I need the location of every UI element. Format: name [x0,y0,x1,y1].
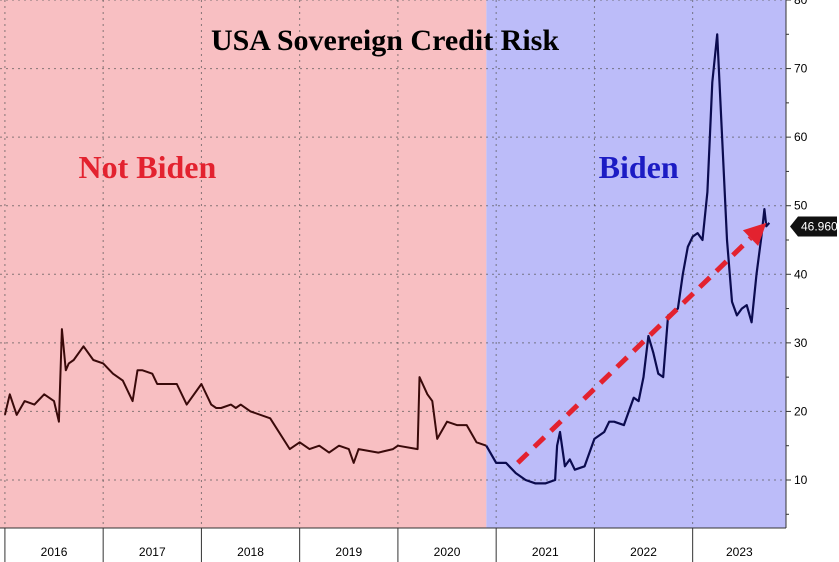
y-axis-band [786,0,839,528]
last-value-tag-bg [790,216,837,237]
x-axis-band [0,528,839,562]
trend-arrow-shaft [516,236,753,465]
y-tick-label: 60 [794,130,808,144]
y-tick-label: 50 [794,199,808,213]
x-axis: 2016 2017 2018 2019 2020 2021 2022 2023 [0,527,786,562]
x-tick-label: 2016 [41,545,68,559]
y-tick-label: 70 [794,62,808,76]
trend-arrow-head [742,222,767,247]
series-line-before [3,328,487,464]
x-tick-label: 2020 [434,545,461,559]
x-tick-label: 2017 [139,545,166,559]
x-tick-label: 2021 [532,545,559,559]
x-tick-label: 2018 [237,545,264,559]
region-label: Biden [599,149,679,185]
y-tick-label: 40 [794,267,808,281]
region-labels: Not Biden Biden [78,149,678,185]
last-value-text: 46.960 [801,220,838,234]
series-lines [3,33,771,485]
x-tick-label: 2023 [726,545,753,559]
last-value-tag: 46.960 [790,216,838,237]
y-axis: 10 20 30 40 50 60 70 80 [785,0,839,528]
gridlines [0,0,786,528]
y-tick-label: 80 [794,0,808,7]
trend-arrow [516,222,767,465]
x-tick-label: 2022 [630,545,657,559]
y-tick-label: 30 [794,336,808,350]
chart-title: USA Sovereign Credit Risk [211,24,559,57]
series-line-after [485,33,771,485]
x-tick-label: 2019 [335,545,362,559]
y-tick-label: 10 [794,473,808,487]
y-tick-label: 20 [794,404,808,418]
region-0 [0,0,487,528]
region-1 [486,0,786,528]
region-label: Not Biden [78,149,216,185]
